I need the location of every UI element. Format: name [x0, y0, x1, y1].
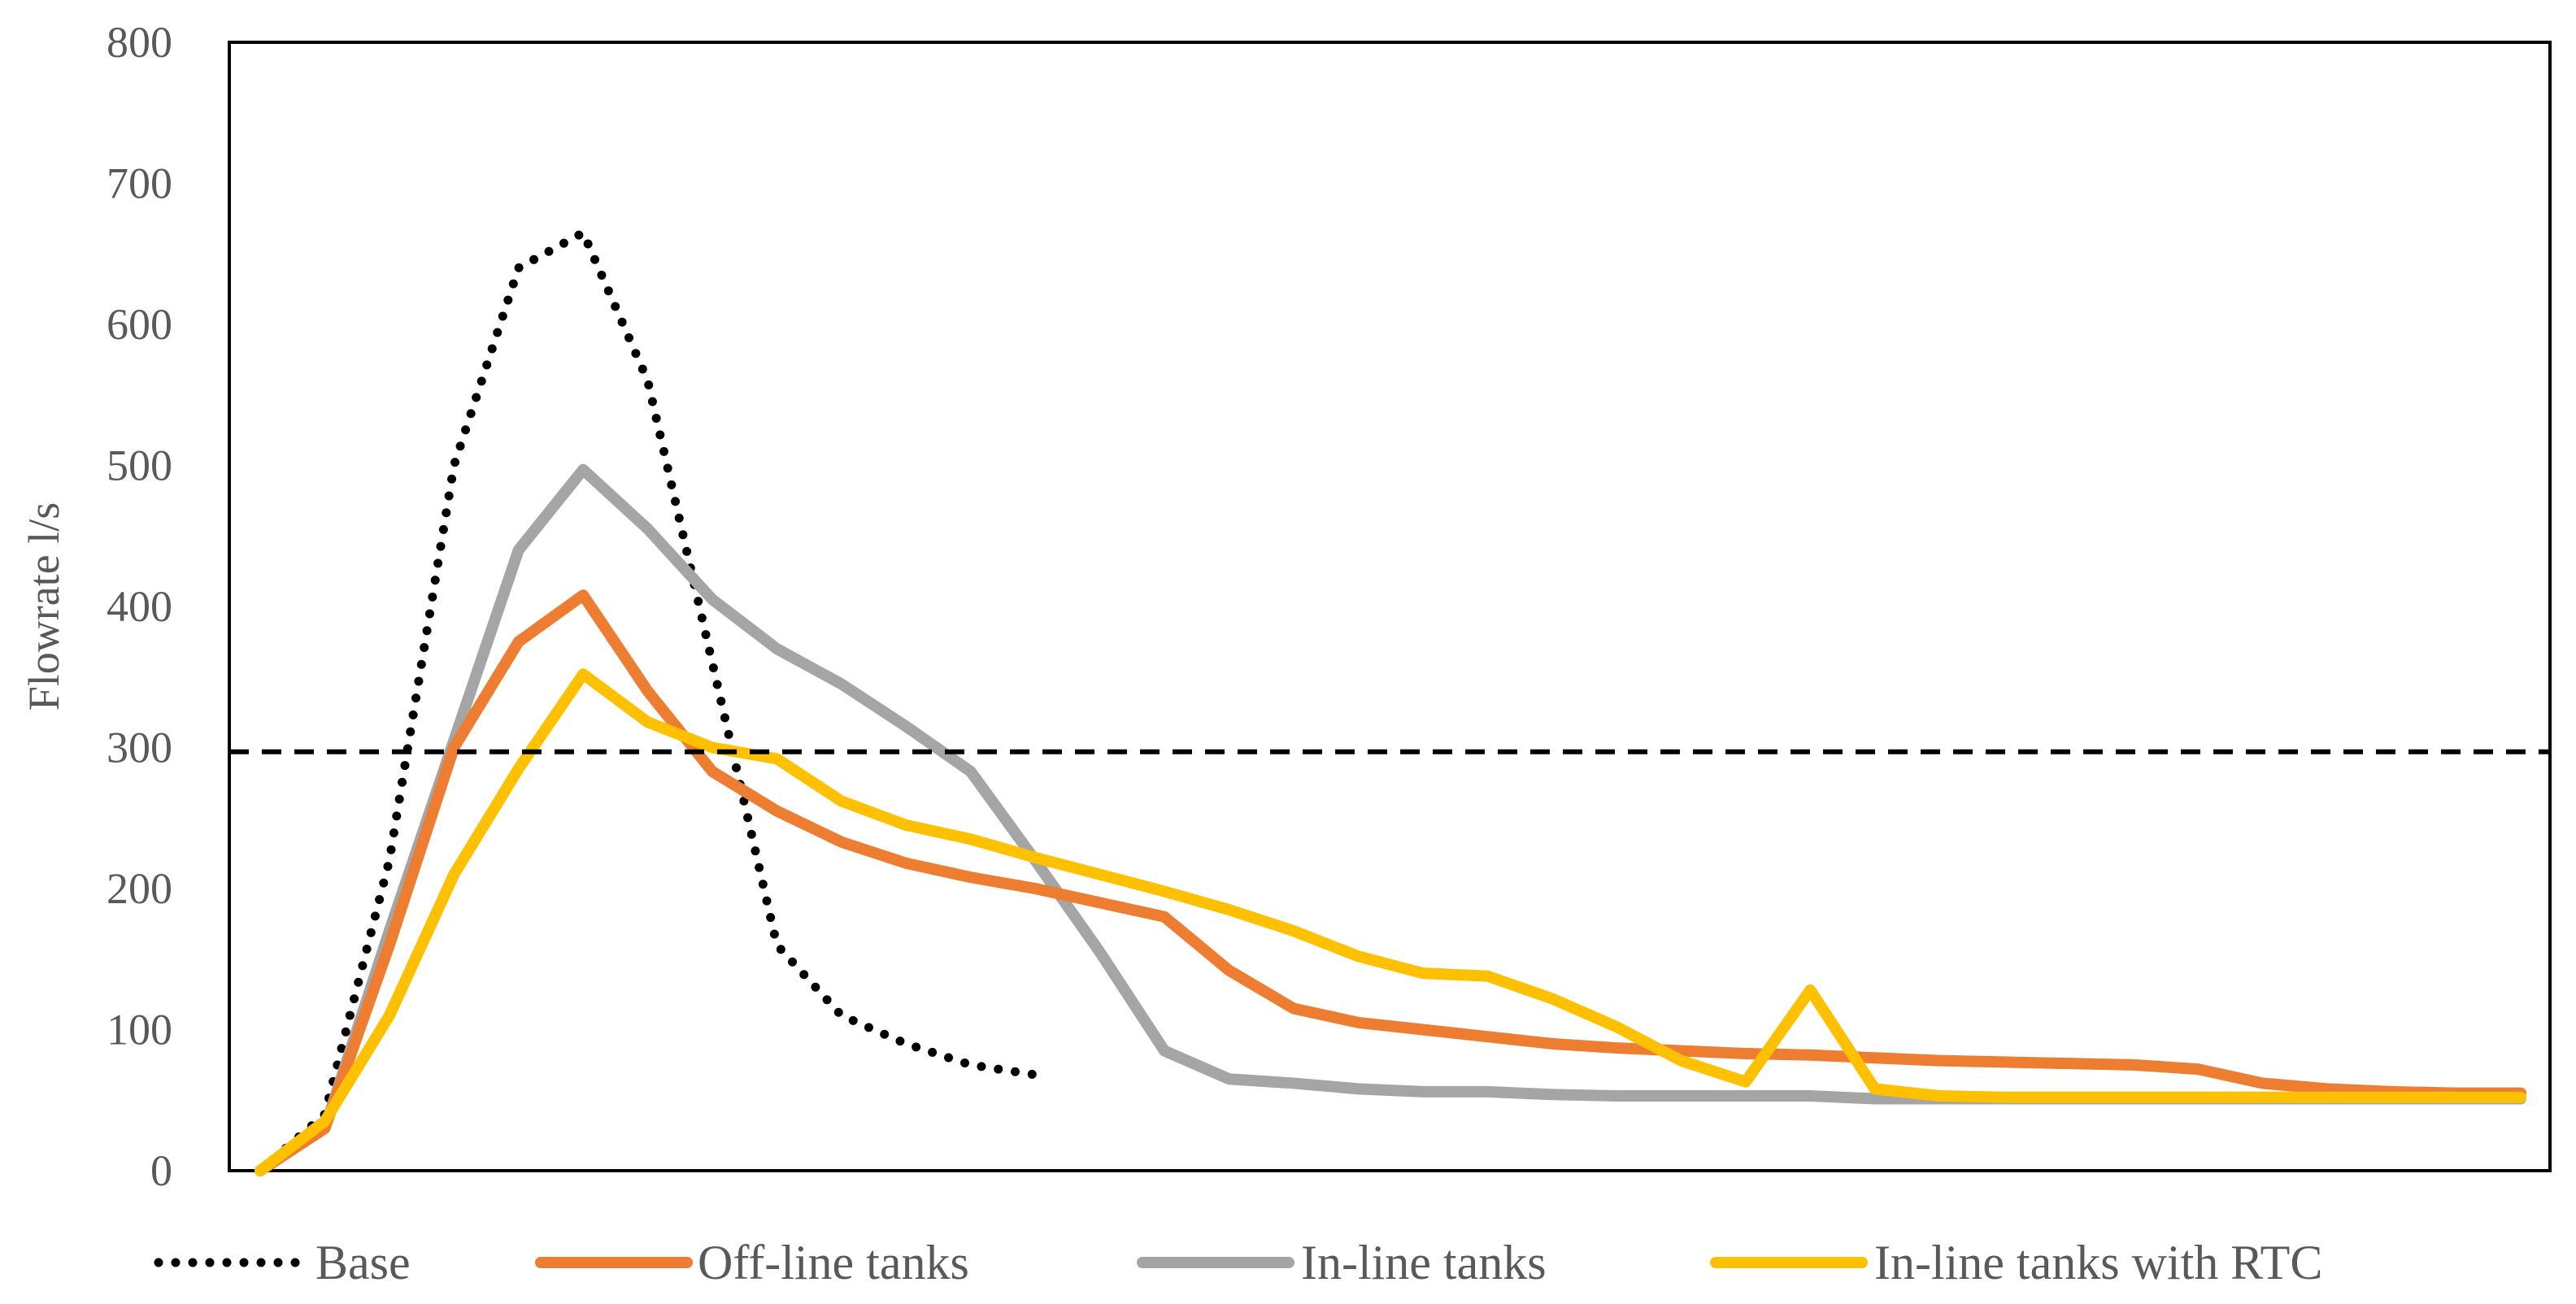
y-tick-label: 300 [107, 724, 172, 772]
y-tick-label: 800 [107, 18, 172, 67]
y-tick-label: 0 [150, 1146, 172, 1195]
legend-label-in-line-tanks-with-rtc: In-line tanks with RTC [1874, 1236, 2322, 1289]
legend-label-base: Base [315, 1236, 411, 1289]
y-tick-label: 400 [107, 582, 172, 631]
legend-label-off-line-tanks: Off-line tanks [698, 1236, 969, 1289]
series-line-in-line-tanks-with-rtc [255, 668, 2526, 1176]
plot-area [228, 41, 2552, 1172]
series-layer [255, 226, 2526, 1176]
y-axis-title: Flowrate l/s [20, 502, 68, 711]
y-axis-ticks: 0 100 200 300 400 500 600 700 800 [107, 18, 172, 1195]
y-tick-label: 500 [107, 441, 172, 490]
y-tick-label: 100 [107, 1006, 172, 1054]
y-tick-label: 700 [107, 159, 172, 208]
y-tick-label: 200 [107, 864, 172, 913]
y-tick-label: 600 [107, 300, 172, 349]
legend: Base Off-line tanks In-line tanks In-line t… [154, 1236, 2322, 1289]
series-line-off-line-tanks [255, 589, 2526, 1176]
legend-label-in-line-tanks: In-line tanks [1301, 1236, 1547, 1289]
series-line-base [255, 226, 1040, 1176]
